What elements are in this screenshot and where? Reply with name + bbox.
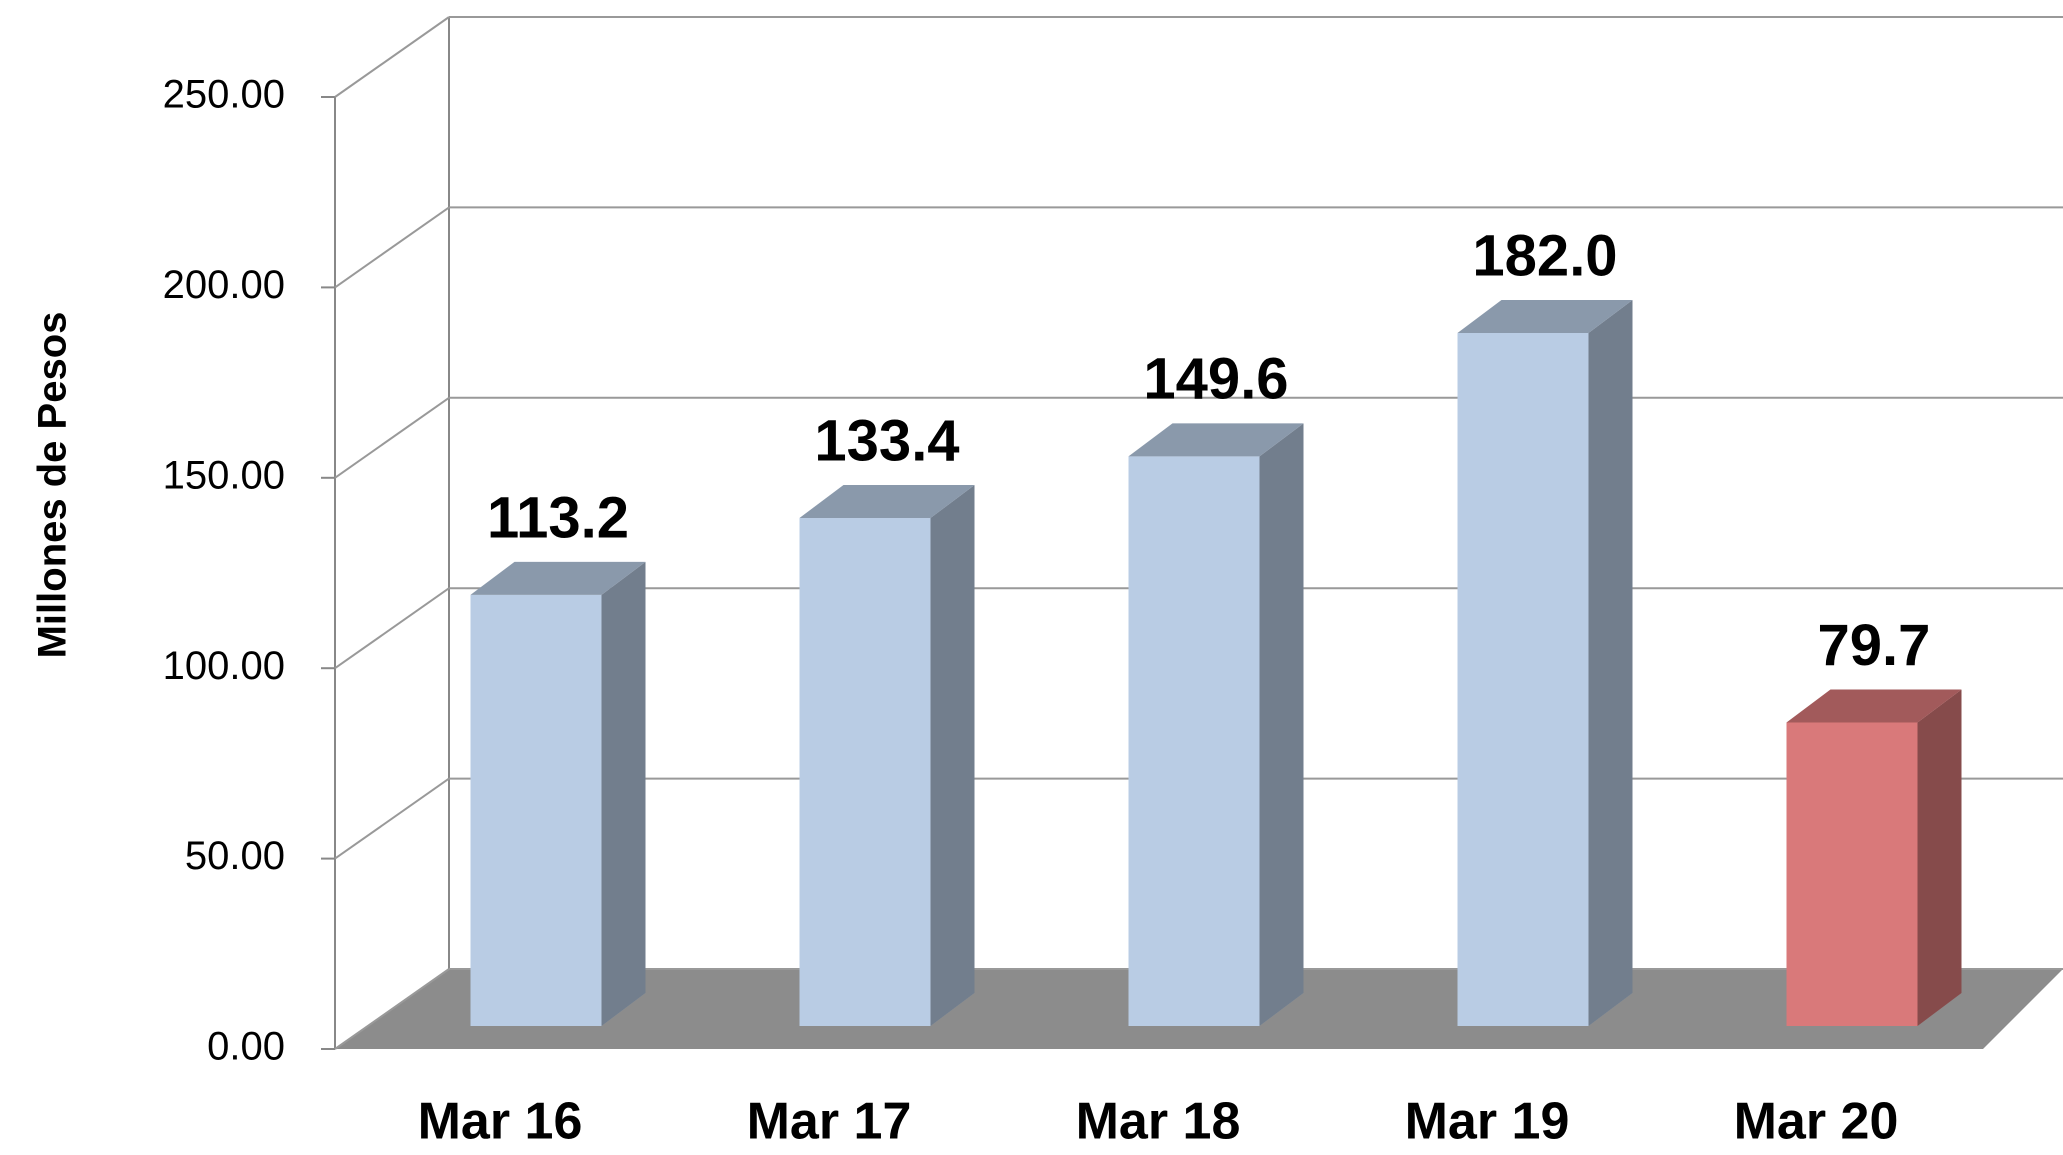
value-label: 182.0 xyxy=(1472,223,1617,288)
bar xyxy=(1786,722,1918,1026)
x-tick-label: Mar 17 xyxy=(747,1093,912,1151)
y-axis-title: Millones de Pesos xyxy=(31,312,75,659)
bar-side xyxy=(930,485,975,1026)
bar-side xyxy=(1259,423,1304,1026)
y-tick-label: 50.00 xyxy=(185,834,285,878)
bar-top-shade xyxy=(470,561,646,595)
bar-side-shade xyxy=(601,561,646,1026)
bar-top xyxy=(1128,423,1304,457)
value-label: 133.4 xyxy=(814,408,959,473)
bar-side-shade xyxy=(930,485,975,1026)
bar-side-shade xyxy=(1917,689,1962,1026)
value-label: 149.6 xyxy=(1143,347,1288,412)
bar-top-shade xyxy=(799,485,975,519)
y-tick-label: 250.00 xyxy=(163,73,285,117)
bar-side xyxy=(1917,689,1962,1026)
grid-line xyxy=(334,968,450,1050)
bar-top xyxy=(1457,299,1633,333)
bar-side-shade xyxy=(1588,299,1633,1027)
bar-top xyxy=(470,561,646,595)
grid-line xyxy=(334,777,450,860)
bar xyxy=(470,594,602,1026)
grid-line xyxy=(334,16,450,98)
y-tick-label: 100.00 xyxy=(163,644,285,688)
bar-top xyxy=(1786,689,1962,723)
bar-side-shade xyxy=(1259,423,1304,1026)
bar xyxy=(799,518,931,1026)
grid-line xyxy=(334,587,450,670)
x-tick-label: Mar 19 xyxy=(1405,1093,1570,1151)
bar xyxy=(1128,456,1260,1026)
bar-top xyxy=(799,485,975,519)
y-tick-label: 150.00 xyxy=(163,453,285,497)
y-tick-label: 0.00 xyxy=(207,1025,285,1069)
bar-top-shade xyxy=(1128,423,1304,457)
bar-side xyxy=(601,561,646,1026)
bar xyxy=(1457,332,1589,1027)
bar-top-shade xyxy=(1786,689,1962,723)
x-tick-label: Mar 20 xyxy=(1734,1093,1899,1151)
value-label: 79.7 xyxy=(1818,613,1931,678)
x-tick-label: Mar 16 xyxy=(418,1093,583,1151)
value-label: 113.2 xyxy=(487,485,629,550)
bar-side xyxy=(1588,299,1633,1027)
grid-line xyxy=(334,396,450,479)
x-tick-label: Mar 18 xyxy=(1076,1093,1241,1151)
grid-line xyxy=(334,206,450,289)
y-tick-label: 200.00 xyxy=(163,263,285,307)
bar-top-shade xyxy=(1457,299,1633,333)
